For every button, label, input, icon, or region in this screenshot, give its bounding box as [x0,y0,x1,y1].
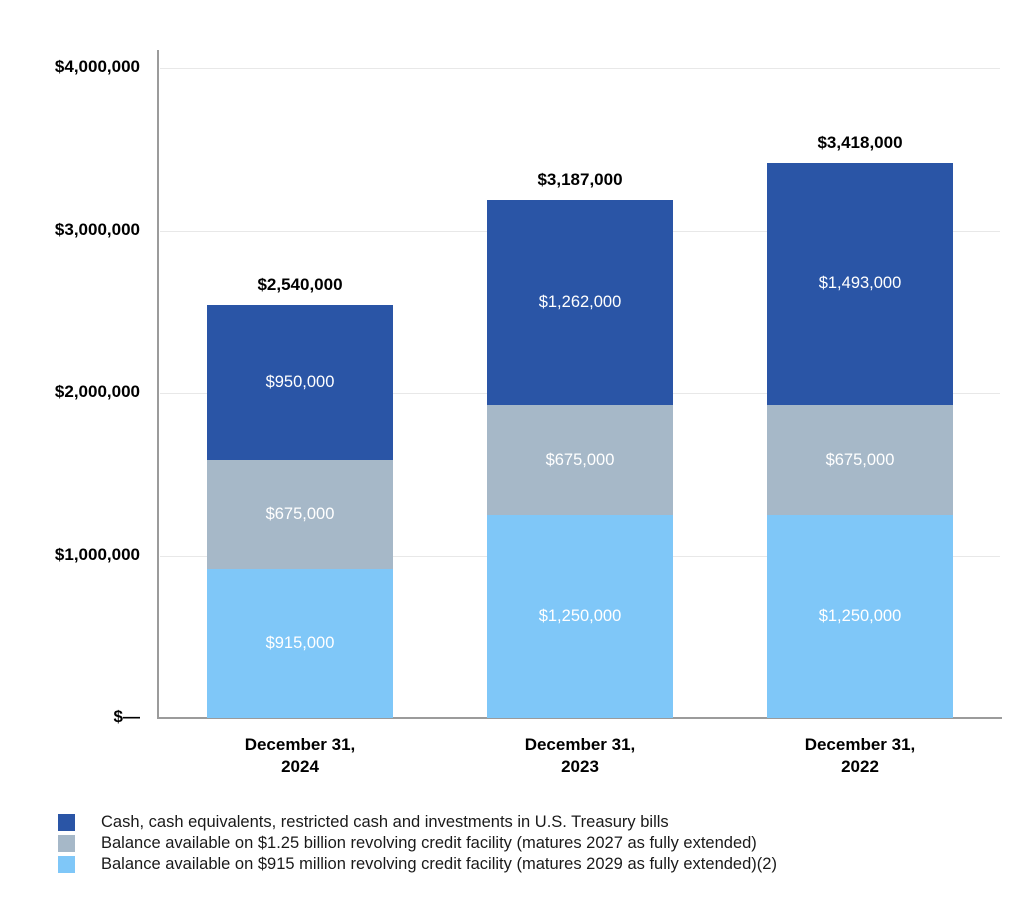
legend-item: Cash, cash equivalents, restricted cash … [58,812,777,833]
y-axis-tick-label: $2,000,000 [54,382,140,401]
bar-total-label: $3,187,000 [537,170,623,190]
bar-segment: $1,250,000 [767,514,953,718]
legend-label: Balance available on $915 million revolv… [101,855,777,873]
segment-value-label: $1,250,000 [818,606,902,625]
legend-swatch [58,814,75,831]
legend-swatch [58,835,75,852]
x-axis-line [157,717,1002,719]
segment-value-label: $1,250,000 [538,606,622,625]
segment-value-label: $915,000 [265,634,335,653]
segment-value-label: $675,000 [265,504,335,523]
legend-swatch [58,856,75,873]
x-axis-category-label: December 31, 2023 [524,735,636,777]
bar-segment: $675,000 [767,405,953,515]
x-axis-category-label: December 31, 2024 [244,735,356,777]
bar-total-label: $3,418,000 [817,132,903,152]
legend-label: Cash, cash equivalents, restricted cash … [101,813,669,831]
bar-segment: $1,250,000 [487,514,673,718]
y-axis-tick-label: $1,000,000 [54,544,140,564]
segment-value-label: $675,000 [825,450,895,469]
gridline [160,68,1000,69]
legend-item: Balance available on $1.25 billion revol… [58,833,777,854]
y-axis-tick-label: $3,000,000 [54,219,140,239]
x-axis-category-label: December 31, 2022 [804,735,916,777]
legend-label: Balance available on $1.25 billion revol… [101,834,757,852]
segment-value-label: $1,493,000 [818,274,902,293]
y-axis-line [157,50,159,718]
y-axis-labels: $4,000,000 $3,000,000 $2,000,000 $1,000,000… [20,0,140,900]
bar-segment: $950,000 [207,305,393,460]
y-axis-tick-label: $— [113,707,140,726]
segment-value-label: $950,000 [265,372,335,391]
stacked-bar: $950,000 $675,000 $915,000 [207,305,393,718]
bar-segment: $915,000 [207,569,393,718]
segment-value-label: $675,000 [545,450,615,469]
bar-segment: $675,000 [207,459,393,570]
bar-segment: $1,493,000 [767,162,953,406]
bar-segment: $675,000 [487,405,673,515]
y-axis-tick-label: $4,000,000 [54,57,140,76]
legend: Cash, cash equivalents, restricted cash … [58,812,777,875]
bar-total-label: $2,540,000 [257,275,343,295]
bar-segment: $1,262,000 [487,200,673,406]
x-axis-labels: December 31, 2024 December 31, 2023 Decemb… [160,734,1000,784]
stacked-bar: $1,493,000 $675,000 $1,250,000 [767,162,953,718]
plot-area: $950,000 $675,000 $915,000 $2,540,000 $1,262… [160,68,1000,718]
legend-item: Balance available on $915 million revolv… [58,854,777,875]
segment-value-label: $1,262,000 [538,293,622,312]
stacked-bar: $1,262,000 $675,000 $1,250,000 [487,200,673,718]
